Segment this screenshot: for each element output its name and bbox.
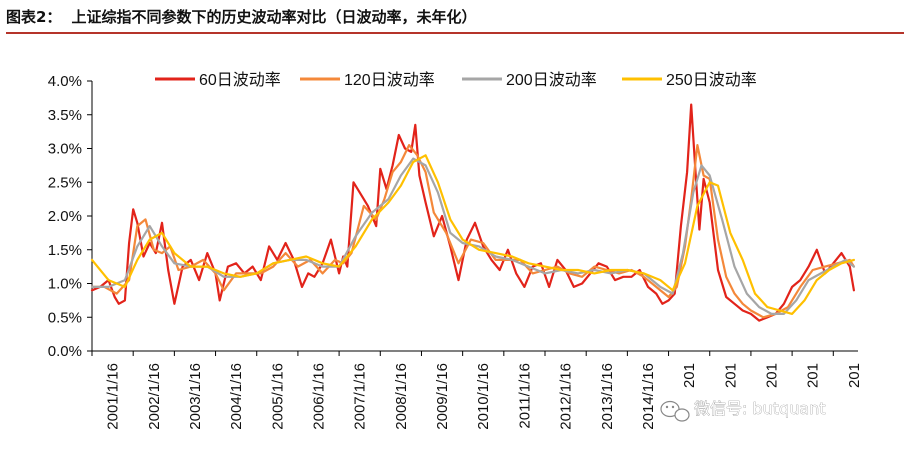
x-tick-label: 201 <box>805 363 822 388</box>
watermark-text: 微信号: butquant <box>694 399 826 418</box>
x-tick-label: 2012/1/16 <box>558 363 575 430</box>
x-tick-label: 201 <box>846 363 863 388</box>
series-layer <box>90 103 856 322</box>
series-line-2 <box>90 144 856 319</box>
y-tick-label: 2.5% <box>48 174 82 191</box>
x-tick-label: 201 <box>681 363 698 388</box>
x-tick-label: 2010/1/16 <box>475 363 492 430</box>
y-tick-label: 3.5% <box>48 107 82 124</box>
watermark: 微信号: butquant <box>660 399 826 422</box>
y-tick-label: 3.0% <box>48 141 82 158</box>
y-tick-label: 2.0% <box>48 208 82 225</box>
x-tick-label: 2007/1/16 <box>352 363 369 430</box>
x-tick-label: 201 <box>722 363 739 388</box>
x-tick-label: 2005/1/16 <box>269 363 286 430</box>
x-tick-label: 201 <box>764 363 781 388</box>
wechat-icon <box>660 400 690 422</box>
x-tick-label: 2003/1/16 <box>187 363 204 430</box>
series-line-4 <box>90 154 856 315</box>
figure-title: 图表2： 上证综指不同参数下的历史波动率对比（日波动率，未年化） <box>6 6 904 34</box>
y-tick-label: 0.0% <box>48 343 82 360</box>
legend: 60日波动率 120日波动率 200日波动率 250日波动率 <box>155 71 757 89</box>
legend-label-4: 250日波动率 <box>666 71 757 89</box>
x-tick-label: 2009/1/16 <box>434 363 451 430</box>
legend-label-1: 60日波动率 <box>199 71 281 89</box>
x-tick-label: 2013/1/16 <box>599 363 616 430</box>
chart-title: 上证综指不同参数下的历史波动率对比（日波动率，未年化） <box>71 8 477 26</box>
x-tick-label: 2004/1/16 <box>228 363 245 430</box>
series-line-3 <box>90 157 856 315</box>
x-tick-label: 2006/1/16 <box>311 363 328 430</box>
x-tick-label: 2001/1/16 <box>105 363 122 430</box>
x-tick-label: 2008/1/16 <box>393 363 410 430</box>
y-tick-label: 0.5% <box>48 309 82 326</box>
legend-label-3: 200日波动率 <box>506 71 597 89</box>
x-tick-label: 2011/1/16 <box>516 363 533 429</box>
y-tick-label: 1.5% <box>48 242 82 259</box>
figure-label: 图表2： <box>6 8 62 26</box>
x-tick-label: 2002/1/16 <box>146 363 163 430</box>
y-tick-label: 4.0% <box>48 73 82 90</box>
y-tick-label: 1.0% <box>48 276 82 293</box>
x-tick-label: 2014/1/16 <box>640 363 657 430</box>
series-line-1 <box>90 103 856 322</box>
axes: 0.0% 0.5% 1.0% 1.5% 2.0% 2.5% 3.0% 3.5% 4.0% 2001… <box>48 73 863 430</box>
legend-label-2: 120日波动率 <box>344 71 435 89</box>
